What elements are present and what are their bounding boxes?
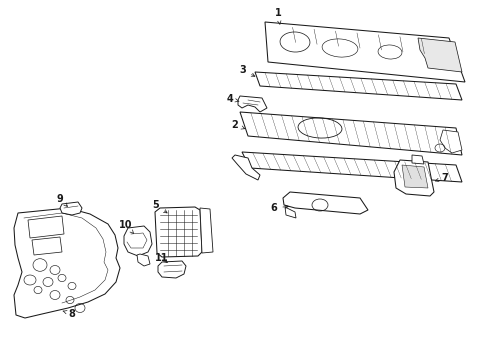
Text: 7: 7 (434, 173, 447, 183)
Polygon shape (137, 254, 150, 266)
Polygon shape (60, 202, 82, 215)
Polygon shape (411, 155, 423, 164)
Text: 2: 2 (231, 120, 244, 130)
Polygon shape (231, 155, 260, 180)
Text: 5: 5 (152, 200, 167, 213)
Polygon shape (238, 96, 266, 112)
Polygon shape (417, 38, 461, 72)
Polygon shape (285, 207, 295, 218)
Polygon shape (401, 165, 427, 188)
Polygon shape (264, 22, 464, 82)
Polygon shape (32, 237, 62, 255)
Polygon shape (155, 207, 202, 257)
Text: 11: 11 (155, 253, 168, 263)
Text: 9: 9 (57, 194, 67, 206)
Text: 6: 6 (270, 203, 288, 213)
Polygon shape (242, 152, 461, 182)
Text: 3: 3 (239, 65, 254, 76)
Polygon shape (200, 208, 213, 253)
Polygon shape (439, 130, 461, 153)
Text: 8: 8 (63, 309, 75, 319)
Polygon shape (240, 112, 461, 155)
Polygon shape (283, 192, 367, 214)
Text: 1: 1 (274, 8, 281, 24)
Polygon shape (393, 160, 433, 196)
Polygon shape (28, 216, 64, 238)
Polygon shape (14, 208, 120, 318)
Polygon shape (254, 72, 461, 100)
Polygon shape (124, 226, 152, 256)
Text: 4: 4 (226, 94, 239, 104)
Text: 10: 10 (119, 220, 133, 233)
Polygon shape (158, 261, 185, 278)
